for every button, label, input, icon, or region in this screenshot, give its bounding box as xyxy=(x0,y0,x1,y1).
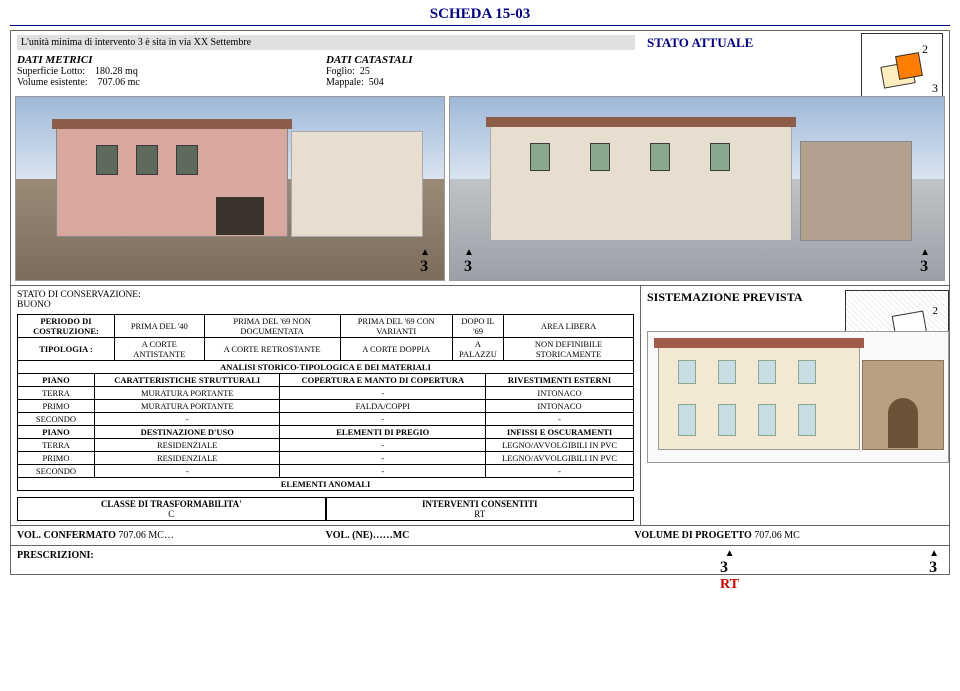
tipologia-col-1: A CORTE RETROSTANTE xyxy=(204,338,340,361)
volume-label: Volume esistente: xyxy=(17,77,88,88)
map-label-2: 2 xyxy=(922,42,928,57)
vol-confermato-label: VOL. CONFERMATO xyxy=(17,530,116,541)
uso-col-1: DESTINAZIONE D'USO xyxy=(95,426,280,439)
table-row: SECONDO--- xyxy=(18,465,634,478)
map-label-3: 3 xyxy=(932,81,938,96)
prescrizioni-box: PRESCRIZIONI: 3 RT 3 xyxy=(10,546,950,575)
main-frame: L'unità minima di intervento 3 è sita in… xyxy=(10,30,950,526)
piano-col-0: PIANO xyxy=(18,374,95,387)
presc-badge-3-right: 3 xyxy=(929,548,939,577)
lotto-value: 180.28 mq xyxy=(95,66,138,77)
piano-table: PIANO CARATTERISTICHE STRUTTURALI COPERT… xyxy=(17,373,634,491)
interventi-value: RT xyxy=(474,509,485,519)
periodo-col-4: AREA LIBERA xyxy=(504,315,634,338)
tipologia-col-4: NON DEFINIBILE STORICAMENTE xyxy=(504,338,634,361)
dati-catastali-heading: DATI CATASTALI xyxy=(326,54,635,66)
title-rule xyxy=(10,25,950,26)
mappale-value: 504 xyxy=(369,77,384,88)
periodo-tipologia-table: PERIODO DI COSTRUZIONE: PRIMA DEL '40 PR… xyxy=(17,314,634,374)
classe-value: C xyxy=(168,509,174,519)
interventi-label: INTERVENTI CONSENTITI xyxy=(422,499,537,509)
photo-side: 3 3 xyxy=(449,96,945,281)
conservazione-value: BUONO xyxy=(17,300,51,310)
photo-front: 3 xyxy=(15,96,445,281)
sheet-title: SCHEDA 15-03 xyxy=(10,6,950,23)
tipologia-col-0: A CORTE ANTISTANTE xyxy=(115,338,205,361)
presc-rt: RT xyxy=(720,577,739,592)
piano-col-1: CARATTERISTICHE STRUTTURALI xyxy=(95,374,280,387)
analisi-header: ANALISI STORICO-TIPOLOGICA E DEI MATERIA… xyxy=(18,361,634,374)
vol-progetto-label: VOLUME DI PROGETTO xyxy=(634,530,751,541)
table-row: PRIMORESIDENZIALE-LEGNO/AVVOLGIBILI IN P… xyxy=(18,452,634,465)
volume-row: VOL. CONFERMATO 707.06 MC… VOL. (NE)……MC… xyxy=(10,526,950,546)
classe-label: CLASSE DI TRASFORMABILITA' xyxy=(101,499,242,509)
table-row: SECONDO--- xyxy=(18,413,634,426)
foglio-label: Foglio: xyxy=(326,66,355,77)
volume-value: 707.06 mc xyxy=(98,77,140,88)
vol-confermato-value: 707.06 MC… xyxy=(118,530,174,541)
uso-col-0: PIANO xyxy=(18,426,95,439)
table-row: TERRAMURATURA PORTANTE-INTONACO xyxy=(18,387,634,400)
mappale-label: Mappale: xyxy=(326,77,364,88)
render-elevation xyxy=(647,331,949,463)
elementi-anomali-header: ELEMENTI ANOMALI xyxy=(18,478,634,491)
photo-badge-3-right: 3 xyxy=(420,247,430,276)
tipologia-col-3: A PALAZZU xyxy=(452,338,503,361)
lotto-label: Superficie Lotto: xyxy=(17,66,85,77)
presc-badge-3: 3 RT xyxy=(720,548,739,593)
vol-progetto-value: 707.06 MC xyxy=(754,530,800,541)
periodo-col-0: PRIMA DEL '40 xyxy=(115,315,205,338)
foglio-value: 25 xyxy=(360,66,370,77)
interventi-box: INTERVENTI CONSENTITI RT xyxy=(326,497,635,521)
periodo-col-3: DOPO IL '69 xyxy=(452,315,503,338)
piano-col-2: COPERTURA E MANTO DI COPERTURA xyxy=(280,374,486,387)
periodo-label: PERIODO DI COSTRUZIONE: xyxy=(18,315,115,338)
tipologia-label: TIPOLOGIA : xyxy=(18,338,115,361)
unit-address: L'unità minima di intervento 3 è sita in… xyxy=(17,35,635,50)
uso-col-3: INFISSI E OSCURAMENTI xyxy=(486,426,634,439)
classe-box: CLASSE DI TRASFORMABILITA' C xyxy=(17,497,326,521)
dati-metrici-heading: DATI METRICI xyxy=(17,54,326,66)
vol-ne-label: VOL. (NE)……MC xyxy=(326,530,410,541)
piano-col-3: RIVESTIMENTI ESTERNI xyxy=(486,374,634,387)
table-row: TERRARESIDENZIALE-LEGNO/AVVOLGIBILI IN P… xyxy=(18,439,634,452)
photo2-badge-3-left: 3 xyxy=(464,247,474,276)
table-row: PRIMOMURATURA PORTANTEFALDA/COPPIINTONAC… xyxy=(18,400,634,413)
prescrizioni-label: PRESCRIZIONI: xyxy=(17,550,94,561)
periodo-col-2: PRIMA DEL '69 CON VARIANTI xyxy=(340,315,452,338)
conservazione-label: STATO DI CONSERVAZIONE: xyxy=(17,290,141,300)
photo2-badge-3-right: 3 xyxy=(920,247,930,276)
uso-col-2: ELEMENTI DI PREGIO xyxy=(280,426,486,439)
tipologia-col-2: A CORTE DOPPIA xyxy=(340,338,452,361)
periodo-col-1: PRIMA DEL '69 NON DOCUMENTATA xyxy=(204,315,340,338)
plan-n2: 2 xyxy=(933,305,939,317)
